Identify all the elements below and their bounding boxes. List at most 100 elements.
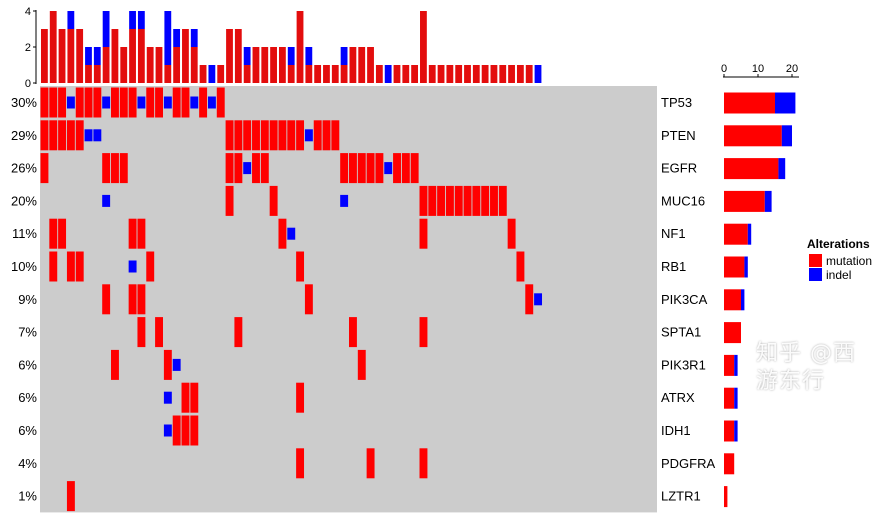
indel-cell-TP53	[190, 96, 199, 109]
mutation-cell-PTEN	[278, 120, 287, 151]
indel-cell-ATRX	[163, 391, 172, 404]
gene-label-PDGFRA: PDGFRA	[661, 456, 716, 471]
mutation-cell-LZTR1	[66, 481, 75, 512]
legend-swatch-mutation	[809, 254, 822, 267]
mutation-cell-PTEN	[40, 120, 49, 151]
gene-bar-indel-NF1	[747, 223, 752, 245]
gene-bar-mutation-EGFR	[724, 158, 779, 180]
top-bar-mutation	[190, 47, 198, 83]
mutation-cell-PTEN	[322, 120, 331, 151]
mutation-cell-IDH1	[172, 415, 181, 446]
mutation-cell-NF1	[49, 218, 58, 249]
gene-bar-mutation-IDH1	[724, 420, 735, 442]
mutation-cell-ATRX	[190, 382, 199, 413]
legend-swatch-indel	[809, 268, 822, 281]
top-bar-indel	[164, 11, 172, 65]
mutation-cell-MUC16	[437, 185, 446, 216]
mutation-cell-PTEN	[234, 120, 243, 151]
top-bar-mutation	[402, 65, 410, 83]
top-bar-indel	[102, 11, 110, 47]
mutation-cell-EGFR	[349, 153, 357, 184]
mutation-cell-TP53	[75, 87, 84, 118]
mutation-cell-MUC16	[481, 185, 490, 216]
top-bar-mutation	[314, 65, 322, 83]
gene-label-PIK3CA: PIK3CA	[661, 292, 708, 307]
top-bar-mutation	[102, 47, 110, 83]
indel-cell-PTEN	[93, 129, 102, 142]
indel-cell-TP53	[102, 96, 111, 109]
indel-cell-EGFR	[243, 162, 252, 175]
mutation-cell-PTEN	[66, 120, 75, 151]
mutation-cell-MUC16	[472, 185, 481, 216]
mutation-cell-EGFR	[375, 153, 384, 184]
top-bar-mutation	[367, 47, 374, 83]
top-bar-mutation	[270, 47, 277, 83]
mutation-cell-PIK3R1	[163, 349, 172, 380]
gene-label-PTEN: PTEN	[661, 128, 696, 143]
indel-cell-NF1	[287, 227, 296, 240]
mutation-cell-PIK3R1	[357, 349, 366, 380]
top-bar-indel	[208, 65, 216, 83]
percent-label-PIK3R1: 6%	[18, 357, 37, 372]
top-bar-mutation	[164, 65, 172, 83]
mutation-cell-PIK3CA	[525, 284, 534, 315]
top-bar-indel	[384, 65, 392, 83]
top-bar-mutation	[120, 47, 128, 83]
top-bar-mutation	[111, 29, 119, 83]
gene-label-IDH1: IDH1	[661, 423, 691, 438]
percent-label-PIK3CA: 9%	[18, 292, 37, 307]
mutation-cell-MUC16	[445, 185, 454, 216]
top-bar-mutation	[411, 65, 419, 83]
top-bar-mutation	[182, 29, 189, 83]
top-bar-mutation	[49, 11, 57, 83]
indel-cell-MUC16	[102, 194, 111, 207]
percent-label-PTEN: 29%	[11, 128, 37, 143]
percent-label-SPTA1: 7%	[18, 325, 37, 340]
mutation-cell-PIK3CA	[128, 284, 137, 315]
mutation-cell-RB1	[49, 251, 58, 282]
top-bar-mutation	[508, 65, 515, 83]
top-bar-mutation	[437, 65, 445, 83]
top-bar-indel	[93, 47, 101, 65]
top-bar-mutation	[243, 65, 251, 83]
top-bar-indel	[305, 47, 313, 65]
percent-label-IDH1: 6%	[18, 423, 37, 438]
gene-label-LZTR1: LZTR1	[661, 489, 701, 504]
top-bar-mutation	[464, 65, 471, 83]
mutation-cell-EGFR	[102, 153, 111, 184]
indel-cell-MUC16	[340, 194, 349, 207]
mutation-cell-ATRX	[181, 382, 190, 413]
top-bar-mutation	[155, 47, 163, 83]
top-bar-mutation	[393, 65, 401, 83]
gene-bar-mutation-NF1	[724, 223, 748, 245]
top-bar-mutation	[67, 29, 75, 83]
top-bar-mutation	[226, 29, 233, 83]
mutation-cell-IDH1	[190, 415, 199, 446]
mutation-cell-TP53	[40, 87, 49, 118]
mutation-cell-EGFR	[357, 153, 366, 184]
mutation-cell-PTEN	[225, 120, 234, 151]
mutation-cell-NF1	[507, 218, 516, 249]
indel-cell-PTEN	[304, 129, 313, 142]
mutation-cell-RB1	[146, 251, 155, 282]
mutation-cell-SPTA1	[349, 317, 357, 348]
mutation-cell-TP53	[146, 87, 155, 118]
mutation-cell-MUC16	[428, 185, 437, 216]
top-bar-indel	[243, 47, 251, 65]
mutation-cell-EGFR	[40, 153, 49, 184]
mutation-cell-PIK3CA	[304, 284, 313, 315]
mutation-cell-PDGFRA	[419, 448, 428, 479]
mutation-cell-PIK3CA	[137, 284, 146, 315]
gene-label-RB1: RB1	[661, 259, 686, 274]
mutation-cell-PIK3R1	[111, 349, 119, 380]
top-bar-mutation	[173, 47, 181, 83]
percent-label-TP53: 30%	[11, 95, 37, 110]
mutation-cell-RB1	[75, 251, 84, 282]
top-bar-mutation	[296, 11, 304, 83]
mutation-cell-MUC16	[490, 185, 498, 216]
top-bar-mutation	[481, 65, 489, 83]
top-bar-mutation	[261, 47, 269, 83]
top-bar-mutation	[472, 65, 480, 83]
